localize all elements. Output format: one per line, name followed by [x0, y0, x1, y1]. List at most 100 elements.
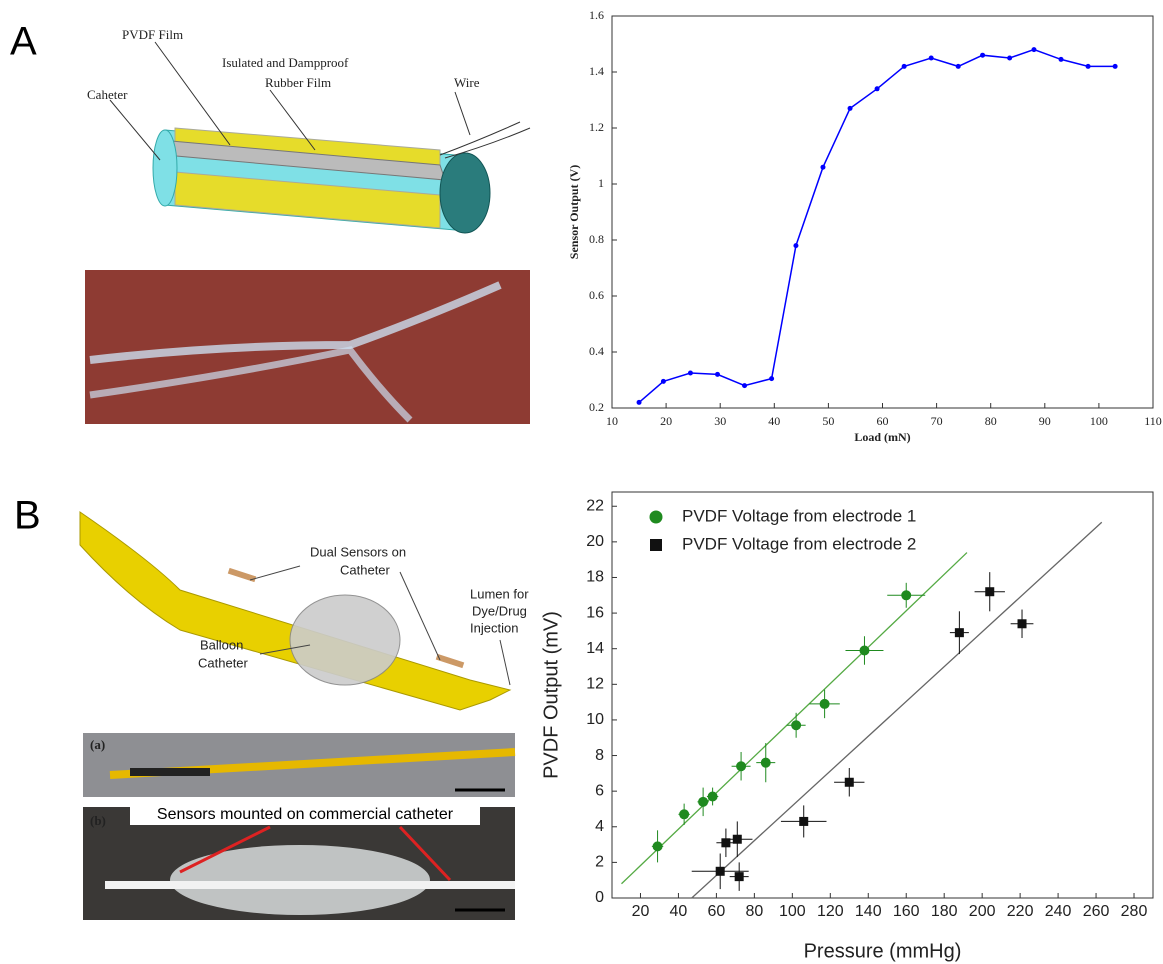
data-point [735, 872, 744, 881]
data-point [820, 699, 830, 709]
callout: Injection [470, 620, 518, 635]
x-tick-label: 80 [985, 414, 997, 428]
y-tick-label: 16 [586, 604, 604, 621]
callout: Catheter [198, 655, 249, 670]
callout: Wire [454, 75, 480, 90]
callout: Isulated and Dampproof [222, 55, 349, 70]
data-point [791, 720, 801, 730]
x-tick-label: 160 [893, 903, 920, 920]
callout: Catheter [340, 562, 391, 577]
caption: Sensors mounted on commercial catheter [157, 806, 454, 823]
data-point [736, 761, 746, 771]
x-tick-label: 50 [822, 414, 834, 428]
data-point [902, 64, 907, 69]
data-point [956, 64, 961, 69]
y-tick-label: 22 [586, 497, 604, 514]
data-point [715, 372, 720, 377]
data-point [679, 809, 689, 819]
legend-label: PVDF Voltage from electrode 2 [682, 534, 916, 553]
y-tick-label: 18 [586, 569, 604, 586]
x-tick-label: 80 [745, 903, 763, 920]
data-point [875, 86, 880, 91]
data-point [733, 835, 742, 844]
x-tick-label: 70 [931, 414, 943, 428]
fit-line [621, 553, 966, 884]
data-point [848, 106, 853, 111]
data-point [769, 376, 774, 381]
x-tick-label: 40 [768, 414, 780, 428]
data-point [901, 590, 911, 600]
data-point [820, 165, 825, 170]
x-tick-label: 60 [877, 414, 889, 428]
x-tick-label: 110 [1144, 414, 1162, 428]
x-tick-label: 180 [931, 903, 958, 920]
y-tick-label: 0.4 [589, 344, 604, 358]
y-tick-label: 12 [586, 676, 604, 693]
data-line [639, 50, 1115, 403]
data-point [761, 758, 771, 768]
data-point [708, 792, 718, 802]
x-tick-label: 90 [1039, 414, 1051, 428]
y-tick-label: 2 [595, 854, 604, 871]
data-point [985, 587, 994, 596]
chart: 2040608010012014016018020022024026028002… [540, 492, 1153, 962]
x-tick-label: 220 [1007, 903, 1034, 920]
photo [83, 733, 515, 920]
data-point [698, 797, 708, 807]
x-tick-label: 40 [670, 903, 688, 920]
legend-marker [650, 511, 663, 524]
y-tick-label: 1.6 [589, 8, 604, 22]
data-point [661, 379, 666, 384]
y-tick-label: 6 [595, 782, 604, 799]
x-tick-label: 240 [1045, 903, 1072, 920]
y-tick-label: 0.8 [589, 232, 604, 246]
y-axis-label: Sensor Output (V) [567, 165, 581, 259]
x-tick-label: 140 [855, 903, 882, 920]
callout: Caheter [87, 87, 128, 102]
data-point [716, 867, 725, 876]
plot-frame [612, 16, 1153, 408]
data-point [955, 628, 964, 637]
panel-label: A [10, 20, 37, 64]
x-tick-label: 200 [969, 903, 996, 920]
data-point [845, 778, 854, 787]
data-point [980, 53, 985, 58]
x-tick-label: 100 [779, 903, 806, 920]
x-tick-label: 10 [606, 414, 618, 428]
x-tick-label: 30 [714, 414, 726, 428]
x-tick-label: 120 [817, 903, 844, 920]
data-point [1018, 619, 1027, 628]
data-point [742, 383, 747, 388]
callout: PVDF Film [122, 27, 183, 42]
y-tick-label: 14 [586, 640, 604, 657]
y-tick-label: 10 [586, 711, 604, 728]
x-axis-label: Load (mN) [854, 430, 910, 444]
x-tick-label: 100 [1090, 414, 1108, 428]
y-tick-label: 20 [586, 533, 604, 550]
x-axis-label: Pressure (mmHg) [804, 940, 962, 962]
photo-label: (a) [90, 737, 105, 752]
callout: Lumen for [470, 586, 529, 601]
x-tick-label: 20 [660, 414, 672, 428]
catheter-diagram [110, 42, 530, 233]
callout: Dye/Drug [472, 603, 527, 618]
legend-marker [650, 539, 662, 551]
data-point [637, 400, 642, 405]
y-tick-label: 4 [595, 818, 604, 835]
y-tick-label: 1.4 [589, 64, 604, 78]
data-point [1007, 56, 1012, 61]
data-point [799, 817, 808, 826]
figure: A B PVDF Film Isulated and Dampproof Rub… [0, 0, 1163, 964]
x-tick-label: 60 [708, 903, 726, 920]
y-tick-label: 1.2 [589, 120, 604, 134]
data-point [1086, 64, 1091, 69]
data-point [793, 243, 798, 248]
data-point [929, 56, 934, 61]
data-point [688, 371, 693, 376]
callout: Balloon [200, 637, 243, 652]
y-axis-label: PVDF Output (mV) [540, 611, 562, 779]
y-tick-label: 1 [598, 176, 604, 190]
balloon-catheter-diagram [80, 512, 510, 710]
photo [85, 270, 530, 424]
